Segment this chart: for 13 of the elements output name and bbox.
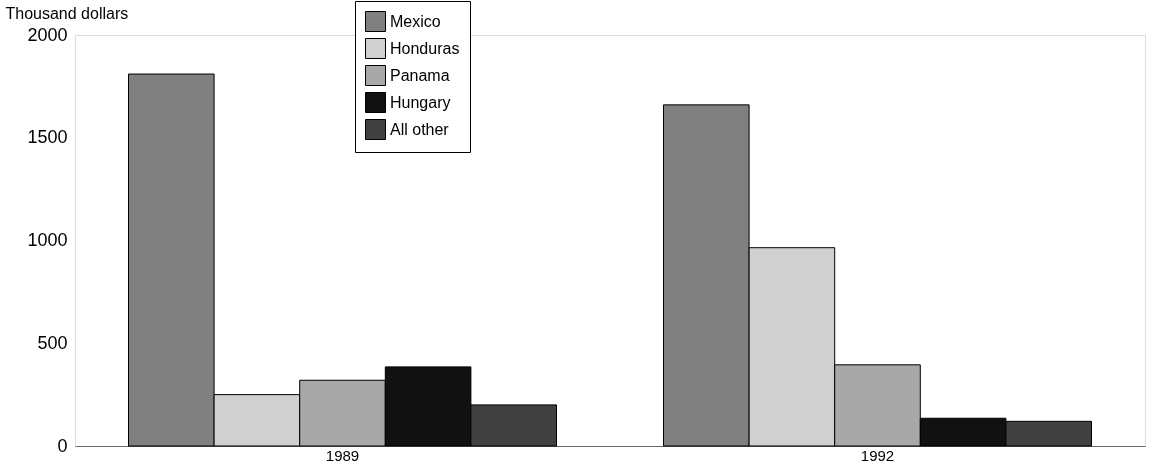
legend-label: All other xyxy=(390,120,450,138)
y-tick-label: 2000 xyxy=(27,24,68,45)
y-axis-title: Thousand dollars xyxy=(5,4,129,22)
x-tick-label: 1992 xyxy=(860,446,895,464)
legend-label: Hungary xyxy=(390,93,451,111)
y-tick-label: 500 xyxy=(37,332,68,353)
legend-label: Panama xyxy=(390,66,450,84)
y-tick-label: 0 xyxy=(57,435,68,456)
legend-label: Honduras xyxy=(390,39,460,57)
y-tick-label: 1500 xyxy=(27,127,68,148)
legend-label: Mexico xyxy=(390,12,441,30)
x-tick-label: 1989 xyxy=(325,446,360,464)
y-tick-label: 1000 xyxy=(27,230,68,250)
